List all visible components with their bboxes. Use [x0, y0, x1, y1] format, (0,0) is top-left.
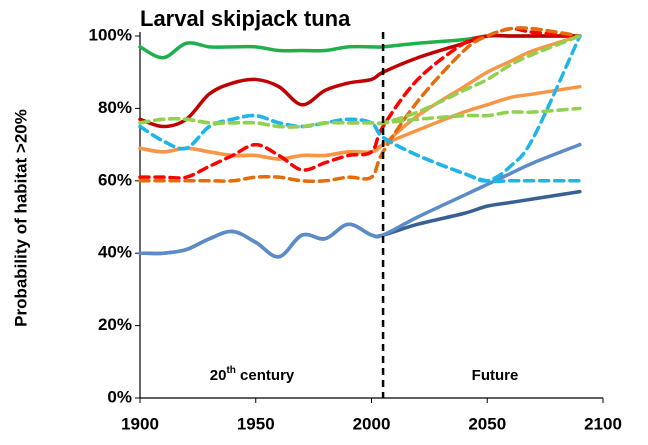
x-tick-label: 2000 — [353, 414, 391, 433]
series-line — [138, 34, 582, 161]
series-line — [138, 142, 582, 259]
y-tick-label: 20% — [98, 315, 132, 334]
series-line — [138, 26, 582, 184]
x-tick-label: 1950 — [237, 414, 275, 433]
x-tick-label: 2050 — [468, 414, 506, 433]
annotation-part: 20 — [210, 367, 227, 384]
x-tick-label: 2100 — [584, 414, 622, 433]
y-axis-label: Probability of habitat >20% — [11, 109, 30, 327]
y-tick-label: 0% — [107, 387, 132, 406]
chart-title: Larval skipjack tuna — [140, 6, 351, 31]
y-tick-label: 100% — [89, 25, 132, 44]
series-line — [138, 34, 582, 129]
annotation: Future — [472, 367, 519, 384]
annotation-part: century — [236, 367, 295, 384]
y-tick-label: 40% — [98, 243, 132, 262]
annotation-part: th — [226, 365, 235, 376]
series-line — [138, 189, 582, 259]
series-line — [138, 113, 582, 184]
annotation: 20th century — [210, 365, 295, 384]
series-line — [138, 26, 582, 180]
x-tick-label: 1900 — [121, 414, 159, 433]
y-tick-label: 80% — [98, 98, 132, 117]
series-line — [138, 33, 582, 60]
y-tick-label: 60% — [98, 170, 132, 189]
